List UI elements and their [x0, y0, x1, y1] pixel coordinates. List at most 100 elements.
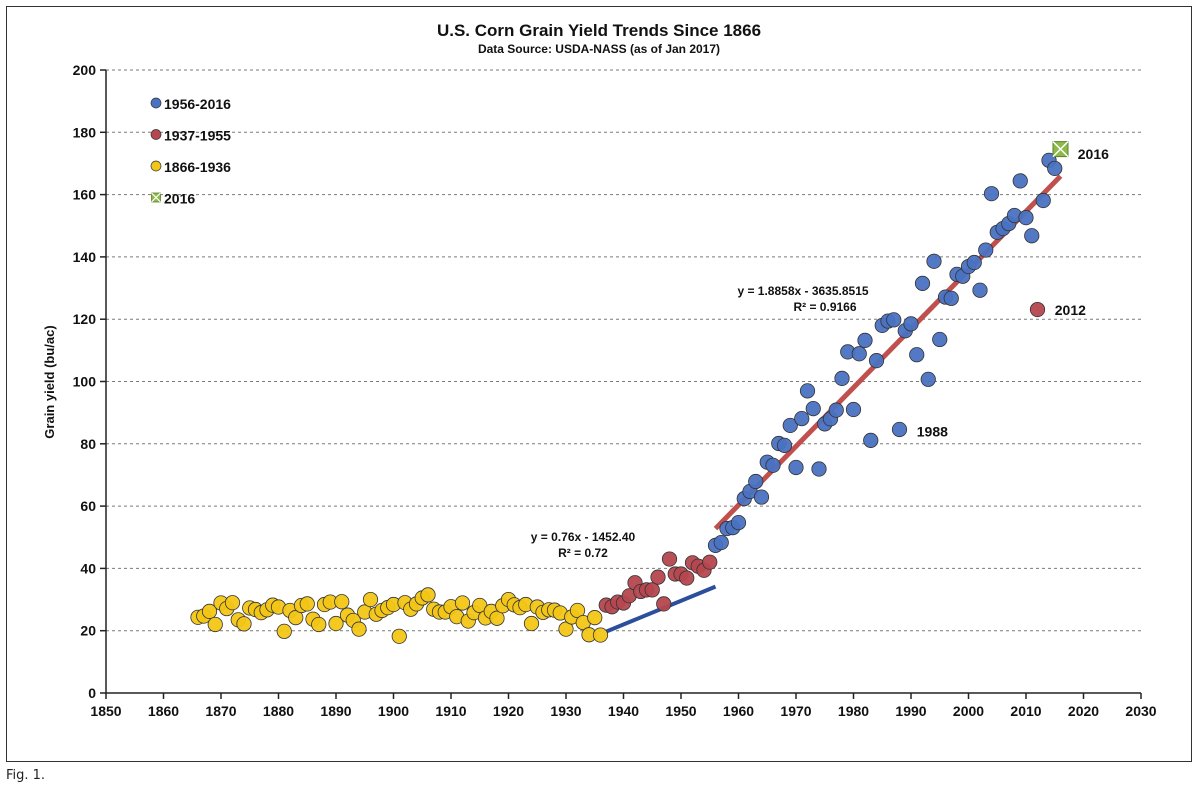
x-tick-label-1900: 1900	[378, 703, 409, 719]
data-point	[351, 621, 367, 637]
data-point	[1012, 173, 1028, 189]
grid-lines	[106, 69, 1141, 632]
y-tick-label-80: 80	[80, 436, 96, 452]
data-point	[932, 331, 948, 348]
data-point	[334, 594, 350, 610]
data-point	[730, 515, 747, 531]
y-tick-label-120: 120	[73, 311, 97, 327]
data-point	[644, 582, 660, 598]
data-point	[454, 595, 471, 611]
trend-r2-old: R² = 0.72	[558, 546, 608, 560]
data-point	[587, 610, 603, 626]
y-tick-label-180: 180	[73, 124, 97, 140]
x-tick-label-1980: 1980	[838, 703, 869, 719]
legend-marker-cross-b	[151, 192, 161, 203]
data-point	[863, 432, 879, 448]
legend-label-1956-2016: 1956-2016	[164, 96, 231, 112]
data-point	[311, 616, 327, 633]
x-tick-label-1970: 1970	[780, 703, 811, 719]
data-point	[805, 401, 821, 417]
x-tick-label-1950: 1950	[665, 703, 696, 719]
data-point	[420, 587, 436, 603]
x-tick-label-1960: 1960	[723, 703, 754, 719]
legend-label-1866-1936: 1866-1936	[164, 159, 231, 175]
data-point	[201, 603, 218, 619]
y-tick-label-60: 60	[80, 498, 96, 514]
data-point	[799, 383, 816, 399]
data-point	[489, 610, 505, 626]
legend-marker-1866-1936	[150, 160, 162, 172]
x-tick-label-1990: 1990	[895, 703, 926, 719]
data-point	[679, 570, 695, 586]
x-tick-label-1890: 1890	[320, 703, 351, 719]
annotation-1988: 1988	[917, 423, 948, 439]
point-cross-b	[1052, 141, 1069, 158]
axes: 0 20 40 60 80 100 120 140 160 180 200 1850 1860 1870 1…	[73, 62, 1157, 719]
trend-label-1937-1955: y = 0.76x - 1452.40 R² = 0.72	[531, 530, 636, 560]
data-point	[851, 346, 867, 362]
data-point	[966, 254, 982, 271]
data-point	[661, 551, 678, 567]
data-point	[328, 615, 344, 632]
legend-label-1937-1955: 1937-1955	[164, 128, 231, 144]
trend-equation-modern: y = 1.8858x - 3635.8515	[737, 284, 868, 298]
yield-chart: U.S. Corn Grain Yield Trends Since 1866 …	[42, 21, 1157, 719]
data-point	[1029, 301, 1046, 318]
y-tick-label-20: 20	[80, 623, 96, 639]
data-point	[753, 489, 770, 505]
x-tick-label-1920: 1920	[493, 703, 524, 719]
data-point	[656, 596, 672, 612]
data-point	[857, 332, 873, 348]
y-tick-label-160: 160	[73, 187, 97, 203]
data-point	[914, 275, 931, 291]
trend-equation-old: y = 0.76x - 1452.40	[531, 530, 636, 544]
data-point-2016	[1052, 141, 1069, 158]
data-point	[886, 312, 902, 328]
data-point	[299, 596, 315, 612]
y-axis-label: Grain yield (bu/ac)	[42, 325, 57, 438]
x-tick-label-2010: 2010	[1010, 703, 1041, 719]
data-point	[702, 554, 718, 570]
data-point	[891, 421, 908, 438]
data-point	[903, 316, 919, 332]
data-point	[224, 595, 241, 611]
trend-label-1956-2016: y = 1.8858x - 3635.8515 R² = 0.9166	[737, 284, 868, 314]
y-tick-label-200: 200	[73, 62, 97, 78]
x-tick-label-1870: 1870	[205, 703, 236, 719]
legend-label-2016: 2016	[164, 191, 195, 207]
data-point	[972, 282, 988, 298]
data-point	[748, 473, 764, 490]
data-point	[713, 534, 729, 551]
data-point	[207, 616, 223, 633]
data-point	[1047, 160, 1063, 177]
data-point	[362, 591, 379, 608]
y-tick-label-100: 100	[73, 374, 97, 390]
data-point	[276, 623, 292, 639]
x-tick-label-1880: 1880	[263, 703, 294, 719]
data-point	[926, 253, 942, 269]
data-point	[868, 353, 885, 369]
data-point	[828, 402, 844, 418]
chart-subtitle: Data Source: USDA-NASS (as of Jan 2017)	[478, 42, 720, 56]
x-tick-label-2000: 2000	[953, 703, 984, 719]
data-points	[190, 141, 1069, 644]
data-point	[845, 401, 862, 418]
data-point	[765, 457, 781, 473]
data-point	[983, 186, 1000, 202]
x-tick-label-1940: 1940	[608, 703, 639, 719]
y-tick-label-140: 140	[73, 249, 97, 265]
x-tick-label-1850: 1850	[90, 703, 121, 719]
data-point	[794, 410, 810, 427]
data-point	[1018, 210, 1034, 226]
data-point	[592, 627, 609, 643]
data-point	[782, 417, 798, 434]
y-tick-label-0: 0	[88, 685, 96, 701]
legend-marker-1937-1955	[150, 129, 162, 140]
data-point	[650, 569, 666, 585]
annotation-2012: 2012	[1055, 302, 1086, 318]
data-point	[811, 461, 827, 477]
data-point	[1035, 192, 1051, 209]
x-tick-label-1910: 1910	[435, 703, 466, 719]
data-point	[788, 459, 804, 476]
data-point	[909, 347, 925, 363]
